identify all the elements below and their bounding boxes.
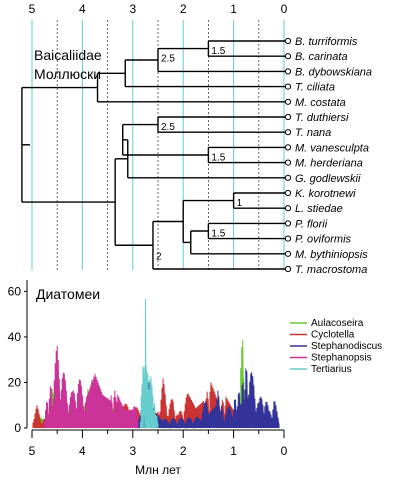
y-tick-label: 20 [8,375,22,389]
taxon-label: B. carinata [295,51,348,63]
node-age-label: 2 [156,252,162,263]
leaf-marker [284,235,292,242]
leaf-marker [284,220,292,227]
x-tick-label: 0 [281,444,288,458]
taxon-label: M. bythiniopsis [295,249,368,261]
leaf-marker [284,250,292,257]
leaf-marker [284,98,292,105]
node-age-label: 1.5 [211,46,225,57]
x-tick-label: 5 [29,444,36,458]
taxon-label: L. stiedae [295,203,343,215]
tree-subtitle: Моллюски [34,66,101,82]
series-stephanodiscus [137,368,280,429]
node-age-label: 1.5 [211,228,225,239]
diatom-title: Диатомеи [36,286,100,302]
taxon-label: T. nana [295,127,331,139]
leaf-marker [284,189,292,197]
node-age-label: 2.5 [161,122,175,133]
taxon-label: K. korotnewi [295,188,356,200]
leaf-marker [284,144,292,151]
leaf-marker [284,205,292,212]
legend-entry: Stephanopsis [311,353,372,364]
diatom-series [32,298,280,429]
x-tick-label: 2 [180,444,187,458]
legend-entry: Aulacoseira [311,318,364,329]
x-tick-label: 4 [79,444,86,458]
taxon-label: G. godlewskii [295,173,361,185]
top-tick-label: 4 [79,2,86,16]
leaf-marker [284,159,292,166]
top-tick-label: 5 [29,2,36,16]
top-tick-label: 0 [281,2,288,16]
leaf-marker [284,265,292,273]
legend-entry: Tertiarius [311,364,352,375]
leaf-marker [284,83,292,90]
top-axis-ticks: 5 4 3 2 1 0 [29,2,288,16]
top-tick-label: 1 [230,2,237,16]
taxon-label: T. ciliata [295,82,335,94]
taxon-label: P. oviformis [295,234,352,246]
node-age-label: 1 [237,198,243,209]
series-stephanopsis [44,345,139,429]
taxon-labels: B. turriformis B. carinata B. dybowskiana T… [295,36,372,276]
leaf-markers [284,37,292,273]
phylogenetic-tree [21,40,286,270]
diatom-area-plot: Диатомеи 0 20 40 60 5 4 3 2 1 0 Млн лет Aulacose… [8,280,382,477]
y-tick-label: 0 [14,421,21,435]
taxon-label: M. costata [295,97,346,109]
legend-entry: Stephanodiscus [311,341,382,352]
tree-title: Baicaliidae [34,47,102,63]
taxon-label: M. herderiana [295,158,363,170]
taxon-label: T. macrostoma [295,264,367,276]
x-axis: 5 4 3 2 1 0 [29,429,288,458]
leaf-marker [284,129,292,136]
top-tick-label: 3 [129,2,136,16]
taxon-label: B. turriformis [295,36,358,48]
y-axis: 0 20 40 60 [8,280,28,435]
series-tertiarius [139,298,159,429]
top-tick-label: 2 [180,2,187,16]
x-tick-label: 3 [129,444,136,458]
legend: AulacoseiraCyclotellaStephanodiscusSteph… [290,318,382,375]
leaf-marker [284,68,292,75]
leaf-marker [284,174,292,181]
taxon-label: T. duthiersi [295,112,349,124]
y-tick-label: 60 [8,284,22,298]
x-axis-label: Млн лет [135,463,181,477]
node-age-labels: 1.5 2.5 2.5 1.5 1 1.5 2 [156,46,243,263]
x-tick-label: 1 [230,444,237,458]
y-tick-label: 40 [8,330,22,344]
node-age-label: 1.5 [211,152,225,163]
leaf-marker [284,53,292,60]
taxon-label: P. florii [295,218,328,230]
taxon-label: M. vanesculpta [295,142,369,154]
taxon-label: B. dybowskiana [295,66,372,78]
leaf-marker [284,37,292,45]
leaf-marker [284,113,292,121]
legend-entry: Cyclotella [311,330,355,341]
node-age-label: 2.5 [161,54,175,65]
